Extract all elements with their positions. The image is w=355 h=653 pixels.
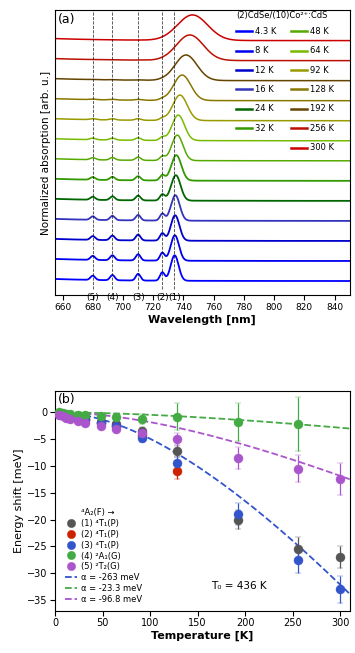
Text: 24 K: 24 K [255,104,274,114]
Text: 16 K: 16 K [255,85,274,94]
Text: 300 K: 300 K [310,143,334,152]
Y-axis label: Normalized absorption [arb. u.]: Normalized absorption [arb. u.] [41,71,51,234]
Text: 192 K: 192 K [310,104,334,114]
Text: (5): (5) [86,293,99,302]
Text: (b): (b) [58,393,76,406]
Text: 12 K: 12 K [255,65,274,74]
Text: (2): (2) [156,293,169,302]
Y-axis label: Energy shift [meV]: Energy shift [meV] [14,449,24,553]
Text: 64 K: 64 K [310,46,329,55]
Legend: ⁴A₂(F) →, (1) ⁴T₁(P), (2) ⁴T₁(P), (3) ⁴T₁(P), (4) ²A₁(G), (5) ²T₂(G), α = -263 m: ⁴A₂(F) →, (1) ⁴T₁(P), (2) ⁴T₁(P), (3) ⁴T… [62,505,145,607]
Text: (3): (3) [132,293,144,302]
Text: 256 K: 256 K [310,123,334,133]
Text: 92 K: 92 K [310,65,328,74]
Text: (a): (a) [58,12,76,25]
Text: 32 K: 32 K [255,123,274,133]
X-axis label: Wavelength [nm]: Wavelength [nm] [148,315,256,325]
Text: (1): (1) [168,293,181,302]
Text: 48 K: 48 K [310,27,329,36]
Text: 128 K: 128 K [310,85,334,94]
Text: 4.3 K: 4.3 K [255,27,277,36]
X-axis label: Temperature [K]: Temperature [K] [151,631,253,641]
Text: 8 K: 8 K [255,46,269,55]
Text: (2)CdSe/(10)Co²⁺:CdS: (2)CdSe/(10)Co²⁺:CdS [236,11,328,20]
Text: (4): (4) [106,293,119,302]
Text: T₀ = 436 K: T₀ = 436 K [211,581,267,590]
